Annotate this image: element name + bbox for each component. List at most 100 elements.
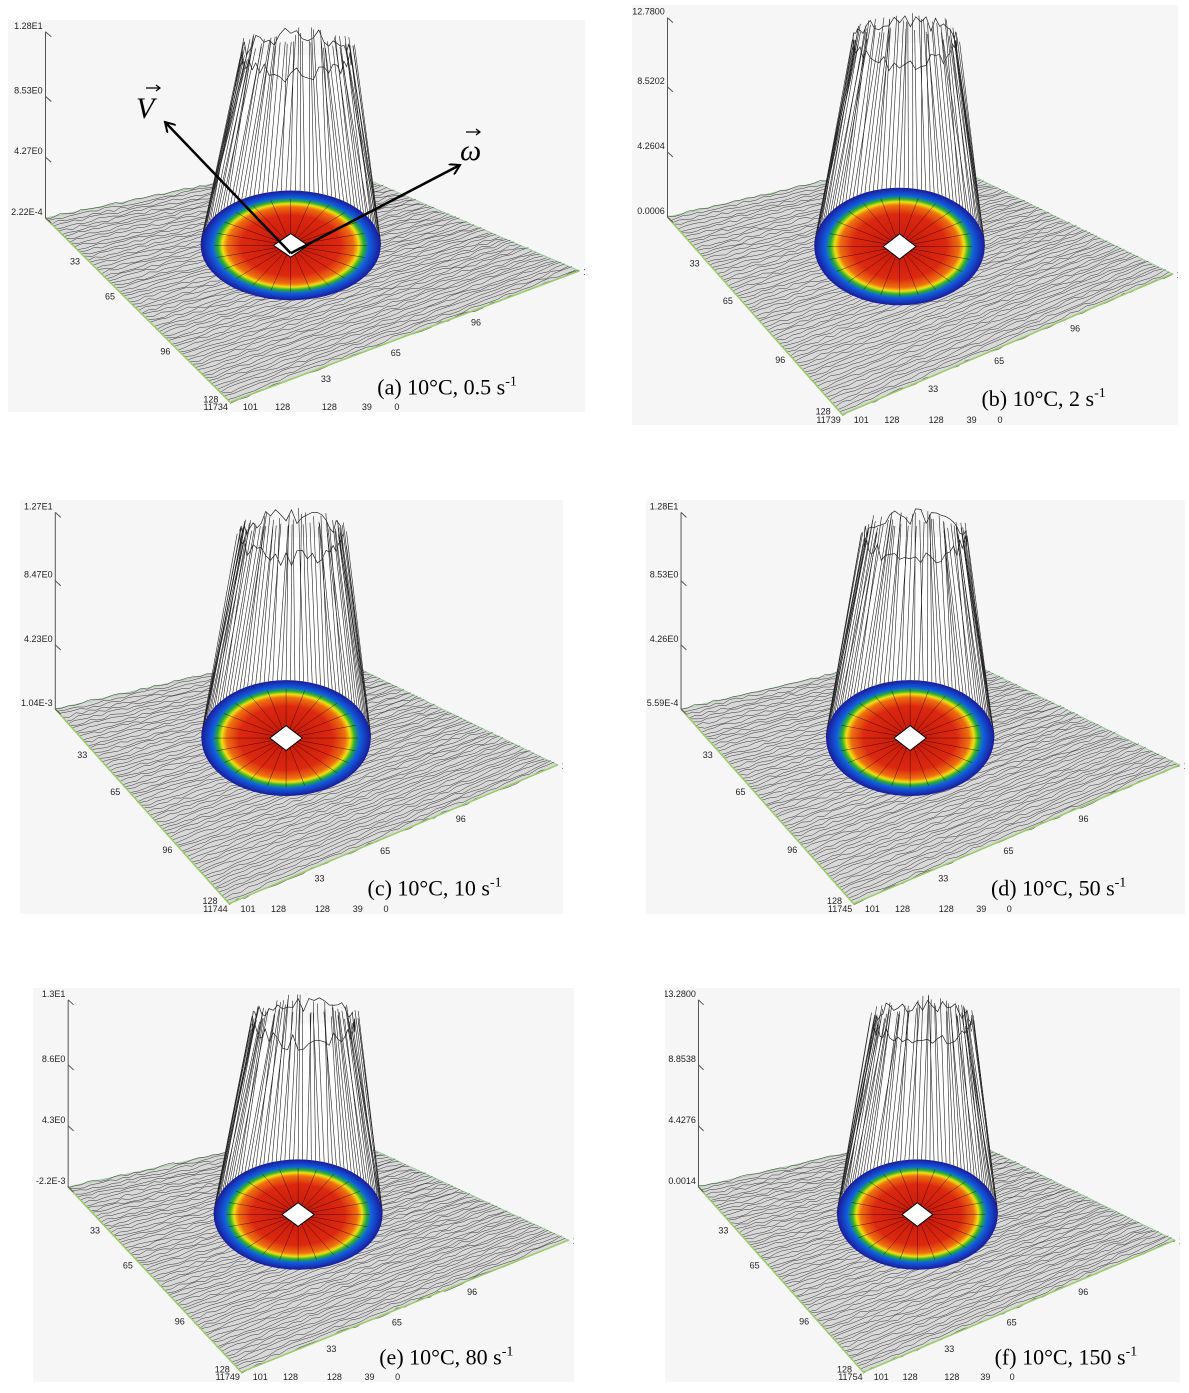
mesh-line [814, 254, 1135, 383]
peak-line [953, 31, 976, 220]
peak-line [962, 1005, 990, 1190]
peak-line [888, 1005, 906, 1164]
peak-top [241, 27, 352, 83]
z-tick-label: 1.04E-3 [21, 698, 53, 708]
ring-line [297, 204, 330, 239]
caption: (c) 10°C, 10 s-1 [368, 875, 502, 900]
peak-line [900, 1012, 909, 1161]
peak-line [930, 518, 941, 684]
ring-line [848, 252, 891, 283]
left-tick-label: 33 [690, 259, 700, 269]
peak-line [864, 32, 885, 193]
ring-line [262, 1173, 292, 1208]
peak-line [925, 994, 929, 1160]
mesh-line [801, 730, 1109, 845]
ring-line [927, 1218, 977, 1239]
peak-line [341, 535, 371, 730]
ring-line [905, 254, 936, 290]
mesh-line [839, 1225, 1143, 1345]
surface-panel: 1.27E1 8.47E0 4.23E0 1.04E-3 33 65 96 128 128 96 6… [20, 500, 577, 914]
mesh-line [219, 758, 544, 893]
mesh-line [224, 266, 573, 396]
z-tick [67, 999, 74, 1006]
left-tick-label: 65 [105, 291, 115, 301]
peak-line [212, 520, 252, 710]
bottom-tick-label: 101 [865, 904, 880, 914]
peak-line [268, 523, 282, 682]
mesh-line [836, 753, 1156, 886]
ring-line [858, 1218, 907, 1239]
z-tick-label: 8.5202 [637, 76, 665, 86]
peak-line [826, 531, 864, 730]
mesh-line [818, 1211, 1114, 1321]
peak-line [871, 519, 894, 687]
z-tick [698, 1064, 704, 1071]
bottom-tick-label: 0 [383, 904, 388, 914]
ring-line [913, 746, 929, 786]
ring-line [301, 1222, 317, 1260]
ring-line [297, 713, 349, 734]
right-tick-label: 33 [314, 874, 324, 884]
bottom-tick-label: 128 [895, 904, 910, 914]
mesh-line [186, 735, 500, 857]
peak-line [973, 1019, 998, 1215]
z-tick-label: 2.22E-4 [11, 207, 43, 217]
ring-line [858, 1190, 907, 1211]
peak-line [281, 43, 288, 191]
peak-line [358, 1022, 383, 1212]
left-tick-label: 128 [203, 395, 218, 405]
plane-edge [853, 764, 1180, 905]
ring-line [247, 1220, 290, 1248]
z-tick-label: 4.4276 [668, 1115, 696, 1125]
peak-line [203, 527, 242, 724]
ring-line [294, 744, 338, 774]
peak-line [955, 42, 986, 247]
mesh-line [191, 741, 507, 863]
peak-line [225, 523, 256, 698]
mesh-line [190, 248, 525, 363]
mesh-line [201, 253, 540, 375]
peak-line [326, 529, 347, 698]
peak-line [348, 1021, 376, 1193]
mesh-line [845, 760, 1170, 897]
ring-line [306, 1181, 349, 1209]
ring-line [308, 1190, 361, 1211]
peak-line [214, 519, 246, 707]
right-tick-label: 96 [1070, 323, 1080, 333]
z-tick-label: 8.8538 [668, 1054, 696, 1064]
ring-line [294, 703, 338, 733]
ring-line [928, 1216, 984, 1227]
peak-line [894, 20, 904, 188]
ring-line [928, 1202, 984, 1213]
mesh-line [204, 748, 524, 877]
surface-panel: 1.3E1 8.6E0 4.3E0 -2.2E-3 33 65 96 128 128 96 65 33… [33, 988, 588, 1382]
bottom-tick-label: 39 [364, 1372, 374, 1382]
peak-line [831, 534, 866, 718]
ring-line [224, 249, 280, 269]
peak-line [892, 1009, 910, 1163]
peak-line [309, 522, 317, 684]
z-tick-label: 12.7800 [632, 7, 665, 17]
mesh-line [789, 237, 1101, 357]
caption: (b) 10°C, 2 s-1 [981, 386, 1105, 411]
peak-line [285, 524, 289, 681]
peak-line [888, 516, 901, 683]
peak-line [896, 1005, 909, 1162]
peak-line [955, 527, 979, 705]
mesh-line [843, 756, 1167, 895]
mesh-line [823, 743, 1140, 870]
mesh-line [216, 755, 541, 889]
peak-line [332, 1004, 348, 1170]
mesh-line [206, 1216, 522, 1336]
ring-line [298, 725, 356, 736]
ring-line [918, 703, 961, 733]
peak-line [202, 533, 238, 730]
peak-line [212, 39, 251, 219]
z-tick [667, 151, 674, 158]
mesh-line [226, 1229, 549, 1357]
right-tick-label: 128 [562, 761, 563, 771]
peak-line [271, 1004, 286, 1163]
right-tick-label: 128 [573, 1236, 574, 1246]
bottom-tick-label: 101 [874, 1372, 889, 1382]
mesh-line [199, 1213, 511, 1329]
